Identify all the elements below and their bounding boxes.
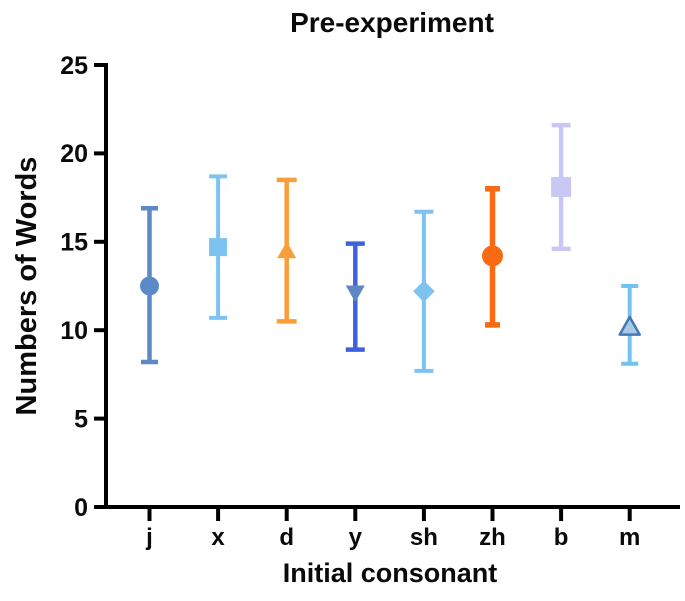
data-point-d <box>276 177 297 324</box>
x-tick-label-b: b <box>554 524 569 551</box>
x-tick-label-j: j <box>145 524 153 551</box>
y-tick-label: 20 <box>60 140 88 168</box>
data-point-j <box>140 205 159 365</box>
data-point-zh <box>482 186 503 328</box>
x-tick-label-x: x <box>211 524 225 551</box>
marker-triangle-up-m <box>618 315 641 336</box>
y-tick-label: 0 <box>74 494 88 522</box>
x-tick-label-sh: sh <box>410 524 438 551</box>
points-group <box>140 122 641 373</box>
y-tick-label: 10 <box>60 317 88 345</box>
marker-square-x <box>209 238 228 257</box>
marker-square-b <box>551 176 572 197</box>
x-tick-label-zh: zh <box>479 524 506 551</box>
marker-circle-zh <box>482 245 503 267</box>
x-axis-title: Initial consonant <box>283 558 498 588</box>
data-point-b <box>551 122 572 252</box>
marker-diamond-sh <box>413 280 435 303</box>
axes-group: 0 5 10 15 20 25 j x d y sh zh b m <box>60 52 680 551</box>
data-point-x <box>209 174 228 320</box>
y-tick-label: 15 <box>60 229 88 257</box>
y-axis-title: Numbers of Words <box>11 157 43 416</box>
x-tick-label-d: d <box>279 524 294 551</box>
x-tick-label-y: y <box>349 524 363 551</box>
data-point-y <box>345 241 365 352</box>
x-tick-label-m: m <box>619 524 640 551</box>
marker-triangle-down-y <box>345 285 365 303</box>
chart-title: Pre-experiment <box>290 7 494 38</box>
marker-circle-j <box>140 276 159 296</box>
data-point-m <box>618 284 641 366</box>
marker-triangle-up-d <box>277 241 297 259</box>
y-tick-label: 25 <box>60 52 88 80</box>
y-tick-label: 5 <box>74 405 88 433</box>
data-point-sh <box>413 209 435 373</box>
